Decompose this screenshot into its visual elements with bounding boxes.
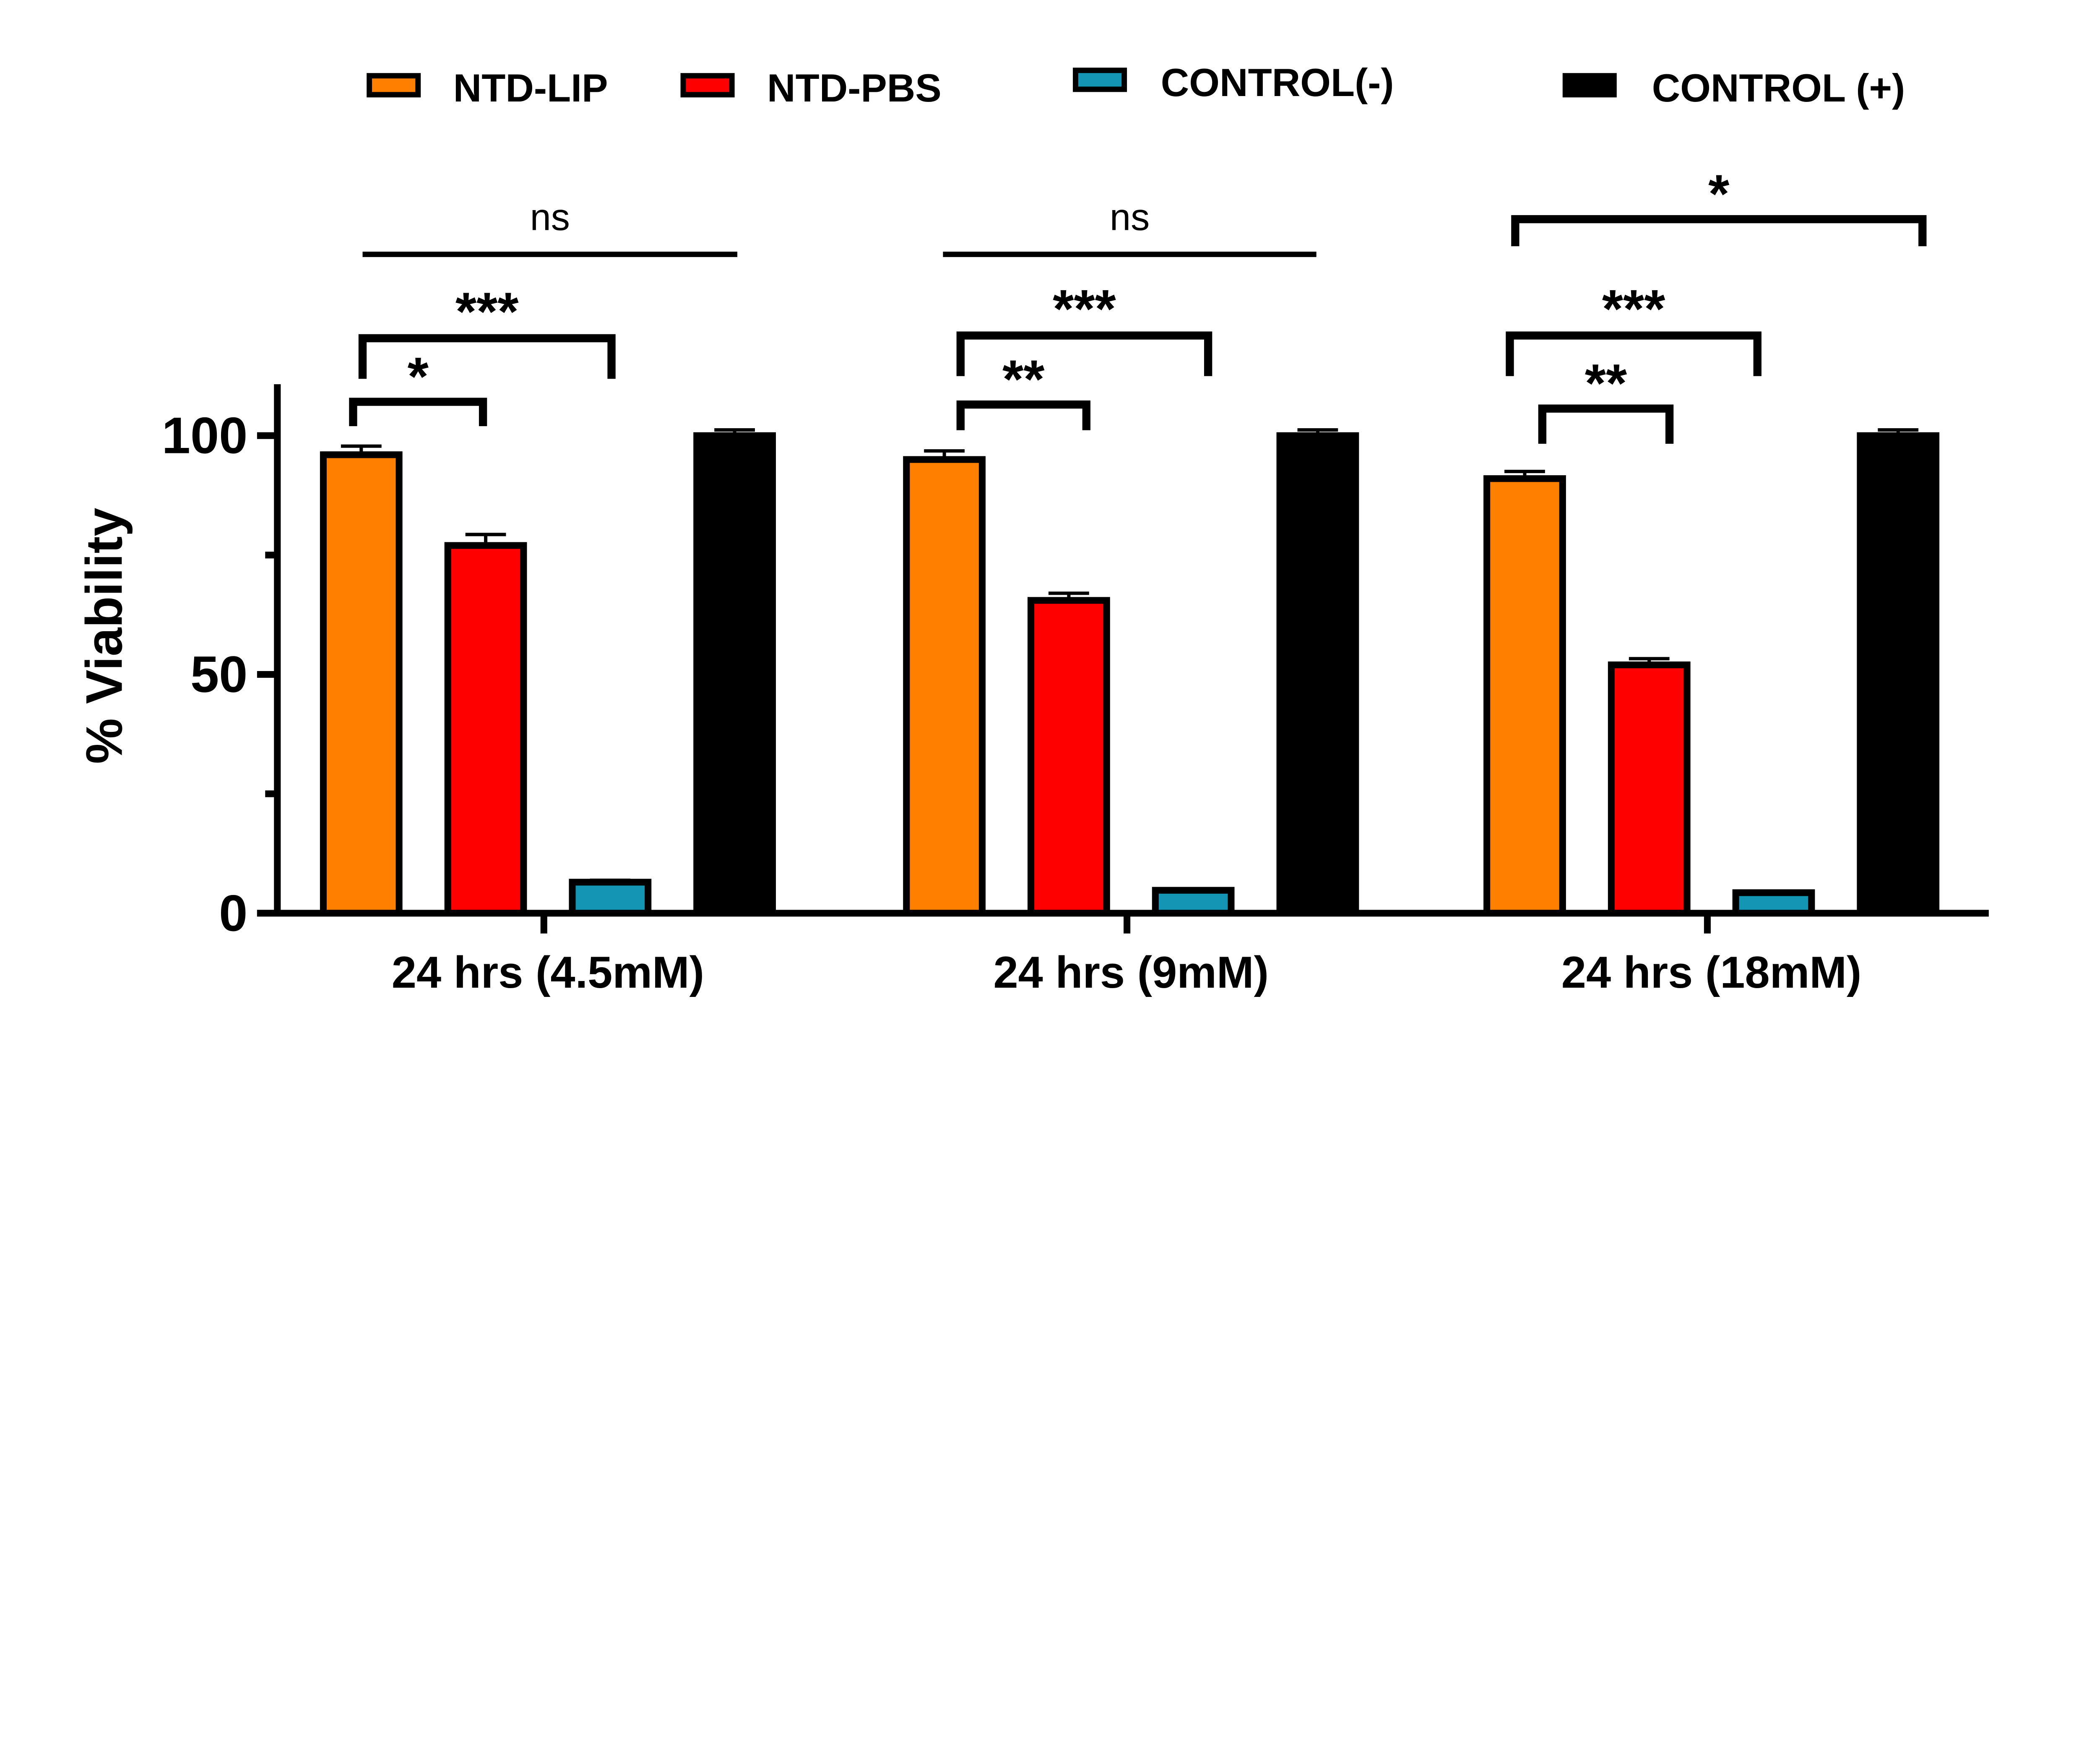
legend-swatch	[367, 73, 421, 98]
significance-annotations: ns****ns***********	[349, 164, 1927, 444]
significance-label: *	[408, 346, 429, 407]
bar-ntd-lip	[320, 451, 403, 917]
bar-ntd-pbs	[1608, 661, 1691, 917]
legend-label: CONTROL(-)	[1161, 60, 1394, 104]
y-axis-label: % Viability	[75, 508, 133, 764]
significance-label: ***	[1602, 279, 1665, 339]
significance-label: ***	[455, 281, 519, 342]
significance-bracket	[1511, 215, 1927, 247]
legend-swatch	[680, 73, 735, 98]
legend-label: CONTROL (+)	[1652, 66, 1905, 110]
significance-bracket	[956, 331, 1212, 376]
x-tick-label: 24 hrs (18mM)	[1561, 947, 1862, 997]
significance-label: **	[1585, 353, 1627, 414]
significance-bracket	[1538, 404, 1674, 444]
bar-ntd-pbs	[1028, 597, 1110, 917]
significance-label: *	[1708, 164, 1730, 224]
significance-bracket	[358, 334, 616, 379]
legend-label: NTD-PBS	[767, 66, 942, 110]
bar-ntd-pbs	[444, 542, 527, 917]
bar-ntd-lip	[1483, 475, 1566, 917]
x-tick-label: 24 hrs (4.5mM)	[392, 947, 704, 997]
significance-bracket	[1506, 331, 1761, 376]
bar-control	[1276, 432, 1359, 917]
significance-bracket	[956, 400, 1090, 430]
y-tick-label: 50	[190, 645, 247, 703]
bar-chart: NTD-LIP NTD-PBS CONTROL(-) CONTROL (+) ns**…	[75, 60, 1989, 997]
significance-label: **	[1002, 349, 1045, 409]
x-tick-label: 24 hrs (9mM)	[993, 947, 1269, 997]
y-tick-label: 100	[162, 407, 248, 464]
bars	[320, 428, 1940, 917]
significance-label: ***	[1053, 279, 1116, 339]
significance-bracket	[349, 398, 487, 427]
legend: NTD-LIP NTD-PBS CONTROL(-) CONTROL (+)	[367, 60, 1905, 110]
bar-ntd-lip	[903, 456, 986, 917]
legend-label: NTD-LIP	[453, 66, 608, 110]
bar-control	[1857, 432, 1940, 917]
bar-control	[569, 879, 652, 917]
bar-control	[693, 432, 776, 917]
y-tick-label: 0	[219, 884, 247, 942]
legend-swatch	[1562, 73, 1617, 98]
axes: 0 50 100 24 hrs (4.5mM) 24 hrs (9mM) 24 hrs (…	[162, 384, 1989, 997]
significance-label: ns	[1110, 196, 1150, 238]
bar-control	[1152, 887, 1235, 917]
legend-swatch	[1073, 68, 1127, 92]
significance-label: ns	[530, 196, 570, 238]
